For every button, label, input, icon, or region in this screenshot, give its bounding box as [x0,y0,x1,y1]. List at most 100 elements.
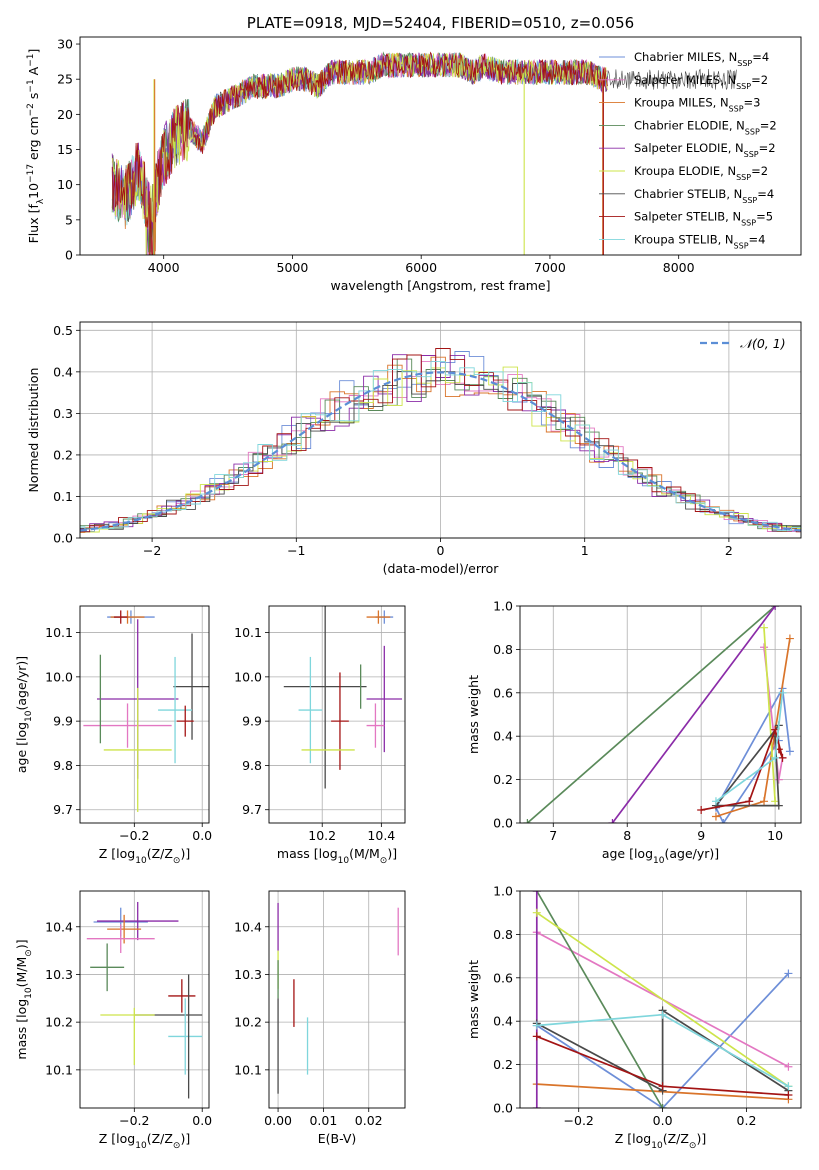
x-tick-label: 6000 [405,260,437,275]
x-tick-label: −0.2 [564,1113,594,1128]
legend-label-name: Salpeter STELIB, N [634,210,741,224]
ylabel-label-part: mass weight [466,675,481,754]
y-tick-label: 1.0 [493,599,513,614]
ylabel-label: mass weight [466,675,481,754]
residual-histogram [80,371,801,532]
errorbar-point [83,703,172,748]
y-tick-label: 0.5 [53,323,73,338]
legend-label-sub: SSP [729,104,744,113]
residuals-legend: 𝒩(0, 1) [700,336,786,351]
x-tick-label: 8000 [663,260,695,275]
x-tick-label: 2 [725,543,733,558]
weight-marker [784,1062,793,1071]
weight-marker [532,1021,541,1030]
xlabel-label: (data-model)/error [383,561,500,576]
y-tick-label: 0.6 [493,685,513,700]
residuals-panel: −2 −1 0 1 2 0.0 0.1 0.2 0.3 0.4 0.5 (data-model)/er… [26,321,802,576]
residual-histogram [80,361,801,532]
legend-label-sub: SSP [745,127,760,136]
errorbar-point [113,610,128,624]
legend-label-sub: SSP [737,59,752,68]
x-tick-label: 4000 [148,260,180,275]
weight-marker [774,801,783,810]
legend-label: Chabrier MILES, NSSP=4 [634,50,769,68]
residual-histogram [80,356,801,533]
legend-label-suffix: =5 [756,210,773,224]
xlabel-label-part: ⊙ [173,856,181,866]
y-tick-label: 0.8 [493,927,513,942]
ylabel-label-part: (M/M [14,957,29,988]
x-tick-label: 10.4 [367,828,395,843]
x-tick-label: 9 [697,828,705,843]
xlabel-label-part: Z [log [99,1131,135,1146]
legend-label: Kroupa STELIB, NSSP=4 [634,232,765,250]
y-tick-label: 9.7 [53,802,73,817]
y-tick-label: 0.0 [493,1101,513,1116]
y-tick-label: 0.1 [53,489,73,504]
x-tick-label: 0.0 [653,1113,673,1128]
weight-series-line [611,606,776,823]
y-tick-label: 0.0 [53,531,73,546]
z-mass-panel: −0.2 0.010.110.210.310.4Z [log10(Z/Z⊙)]ma… [14,890,212,1151]
residual-histogram [80,358,801,530]
legend-label-suffix: =2 [760,118,777,132]
ylabel-label-part: Flux [f [26,204,41,244]
ylabel-label-part: A [26,66,41,79]
y-tick-label: 0.2 [493,1057,513,1072]
y-tick-label: 0.0 [493,816,513,831]
weight-marker [711,797,720,806]
ylabel-label-part: λ [36,198,46,204]
y-tick-label: 0.2 [493,772,513,787]
ebv-mass-panel: 0.00 0.01 0.02 10.1 10.2 10.3 10.4 E(B-V) [234,890,406,1146]
weight-marker [532,1104,541,1108]
legend-label: Salpeter MILES, NSSP=2 [634,73,768,91]
legend-label: Chabrier ELODIE, NSSP=2 [634,118,777,136]
mass-age-panel: 10.2 10.4 9.7 9.8 9.9 10.0 10.1 mass [log10(M/M… [234,605,406,866]
legend-label: Salpeter STELIB, NSSP=5 [634,210,773,228]
xlabel-label: Z [log10(Z/Z⊙)] [615,1131,706,1151]
xlabel-label-part: (Z/Z [147,1131,173,1146]
xlabel-label-part: (M/M [349,846,380,861]
legend-label-name: Chabrier MILES, N [634,50,737,64]
legend-label-suffix: =2 [751,164,768,178]
legend-label-name: Kroupa STELIB, N [634,232,734,246]
legend-label: Chabrier STELIB, NSSP=4 [634,187,774,205]
y-tick-label: 0.6 [493,970,513,985]
y-tick-label: 9.7 [242,802,262,817]
y-tick-label: 0.8 [493,642,513,657]
legend-label-name: Salpeter MILES, N [634,73,736,87]
y-tick-label: 10.4 [234,919,262,934]
ylabel-label-part: s [26,93,41,104]
x-tick-label: 0.0 [192,828,212,843]
y-tick-label: 10.4 [45,919,73,934]
y-tick-label: 0.4 [53,364,73,379]
weight-marker [760,797,769,806]
errorbar-point [366,703,385,748]
weight-series-line [763,627,776,802]
weight-marker [532,1032,541,1041]
xlabel-label-part: )] [180,1131,190,1146]
axes-frame [79,36,802,256]
ylabel-label-part: ⊙ [24,949,34,957]
errorbar-point [283,606,367,789]
legend-label-sub: SSP [736,81,751,90]
residual-histogram [80,348,801,533]
weight-marker [532,908,541,917]
legend-label: 𝒩(0, 1) [740,336,786,351]
errorbar-point [298,656,323,764]
legend-label-name: Kroupa MILES, N [634,96,729,110]
y-tick-label: 10.0 [234,669,262,684]
errorbar-point [331,672,349,770]
ylabel-label-part: erg cm [26,116,41,164]
y-tick-label: 10 [57,177,73,192]
weight-marker [658,1082,667,1091]
x-tick-label: −2 [143,543,161,558]
legend-label-sub: SSP [742,195,757,204]
weight-marker [771,753,780,762]
axes-frame [519,605,802,824]
ylabel-label-part: (age/yr)] [14,656,29,711]
ylabel-label-part: 10 [24,710,34,722]
legend-label-sub: SSP [734,241,749,250]
weight-marker [745,797,754,806]
